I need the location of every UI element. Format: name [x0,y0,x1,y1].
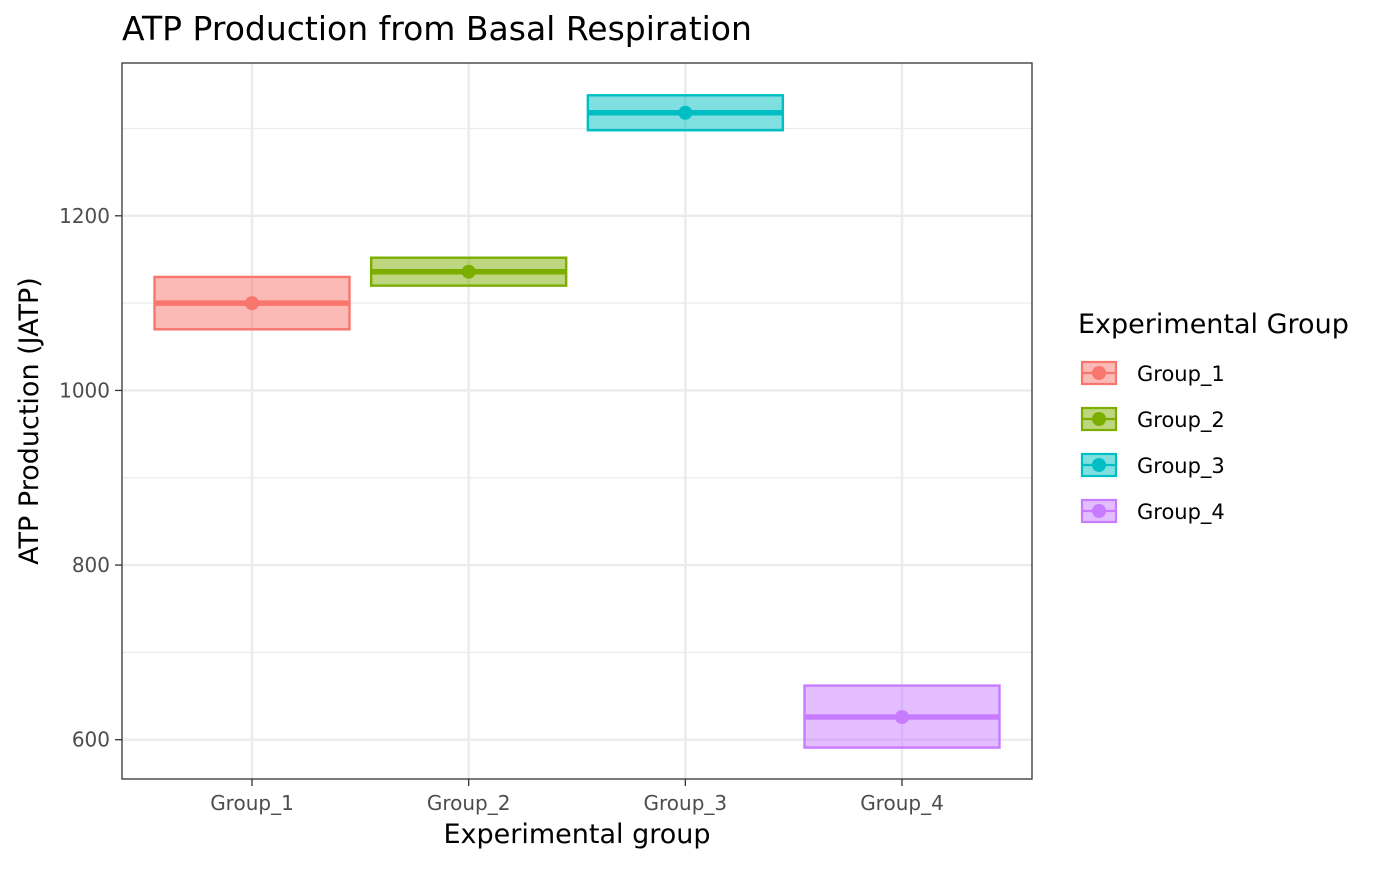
crossbar-marks [153,94,1001,749]
crossbar-group-2 [369,256,568,287]
y-tick-label: 1200 [59,204,110,228]
legend: Experimental Group Group_1 Group_2 Group_3… [1078,309,1349,525]
x-tick-label: Group_1 [210,791,294,815]
panel-border-rect [121,62,1033,780]
legend-item-group-4: Group_4 [1080,498,1225,525]
crossbar-group-3 [586,94,785,132]
y-tick-label: 600 [72,728,110,752]
x-tick-label: Group_2 [427,791,511,815]
legend-label: Group_3 [1137,454,1225,479]
mean-point [895,710,909,725]
y-tick-label: 800 [72,553,110,577]
y-axis: 600 800 1000 1200 [59,204,122,752]
legend-key-point [1092,412,1106,426]
y-axis-label: ATP Production (JATP) [14,277,45,565]
legend-key-point [1092,366,1106,380]
x-tick-label: Group_4 [860,791,944,815]
legend-key-point [1092,504,1106,518]
major-gridlines [122,63,1032,779]
legend-label: Group_2 [1137,408,1225,433]
plot-panel [122,63,1032,779]
legend-title: Experimental Group [1078,309,1349,340]
mean-point [245,296,259,311]
legend-item-group-1: Group_1 [1080,360,1225,387]
panel-background [122,63,1032,779]
mean-point [678,105,693,120]
legend-item-group-2: Group_2 [1080,406,1225,433]
mean-point [461,264,476,279]
legend-label: Group_1 [1137,362,1225,387]
x-axis-label: Experimental group [443,819,710,850]
legend-items: Group_1 Group_2 Group_3 Group_4 [1080,360,1225,525]
legend-key-point [1092,458,1106,472]
x-axis: Group_1 Group_2 Group_3 Group_4 [210,779,944,815]
plot-border [121,62,1033,780]
legend-label: Group_4 [1137,500,1225,525]
crossbar-group-4 [803,684,1001,749]
y-tick-label: 1000 [59,378,110,402]
crossbar-group-1 [153,275,351,331]
x-tick-label: Group_3 [644,791,728,815]
chart-title: ATP Production from Basal Respiration [122,9,752,48]
legend-item-group-3: Group_3 [1080,452,1225,479]
